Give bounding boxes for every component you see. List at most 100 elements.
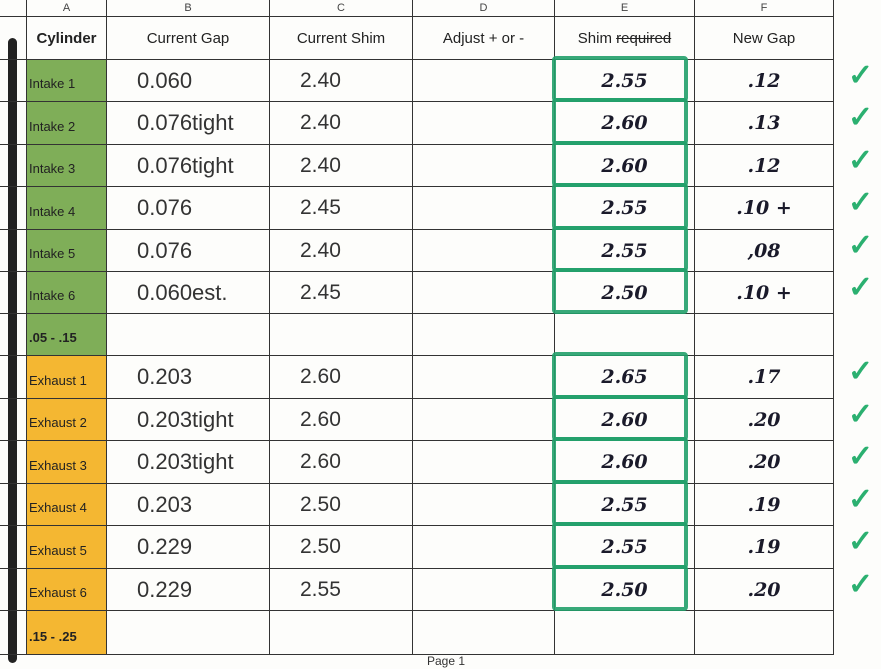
current-gap-cell	[107, 314, 270, 356]
green-highlight-box	[552, 268, 688, 314]
new-gap-cell: .10 +	[695, 272, 834, 314]
adjust-cell	[413, 399, 555, 441]
row-number-cell	[0, 399, 27, 441]
current-gap-cell: 0.076tight	[107, 145, 270, 187]
adjust-cell	[413, 60, 555, 102]
adjust-cell	[413, 314, 555, 356]
current-shim-cell: 2.45	[270, 187, 413, 230]
current-gap-cell: 0.203	[107, 356, 270, 399]
current-shim-cell: 2.50	[270, 484, 413, 526]
column-letter-F: F	[695, 0, 834, 17]
header-shim-struck: required	[616, 29, 672, 47]
check-mark-icon: ✓	[848, 271, 874, 304]
row-number-cell	[0, 145, 27, 187]
new-gap-cell	[695, 314, 834, 356]
new-gap-cell: .17	[695, 356, 834, 399]
adjust-cell	[413, 611, 555, 655]
green-highlight-box	[552, 437, 688, 484]
current-shim-cell: 2.55	[270, 569, 413, 611]
cylinder-cell: Exhaust 6	[27, 569, 107, 611]
current-gap-cell: 0.060est.	[107, 272, 270, 314]
cylinder-cell: Exhaust 3	[27, 441, 107, 484]
adjust-cell	[413, 356, 555, 399]
adjust-cell	[413, 526, 555, 569]
current-shim-cell: 2.60	[270, 399, 413, 441]
new-gap-cell: .12	[695, 145, 834, 187]
current-shim-cell: 2.40	[270, 102, 413, 145]
shim-required-cell	[555, 611, 695, 655]
check-mark-icon: ✓	[848, 229, 874, 262]
green-highlight-box	[552, 56, 688, 102]
check-mark-icon: ✓	[848, 101, 874, 134]
row-number-cell	[0, 230, 27, 272]
header-new_gap: New Gap	[695, 17, 834, 60]
green-highlight-box	[552, 141, 688, 187]
new-gap-cell: .19	[695, 526, 834, 569]
cylinder-cell: Intake 4	[27, 187, 107, 230]
cylinder-cell: Exhaust 4	[27, 484, 107, 526]
cylinder-cell: .15 - .25	[27, 611, 107, 655]
current-gap-cell: 0.076	[107, 230, 270, 272]
cylinder-cell: Exhaust 2	[27, 399, 107, 441]
check-mark-icon: ✓	[848, 355, 874, 388]
adjust-cell	[413, 272, 555, 314]
current-shim-cell: 2.50	[270, 526, 413, 569]
green-highlight-box	[552, 522, 688, 569]
check-mark-icon: ✓	[848, 568, 874, 601]
cylinder-cell: .05 - .15	[27, 314, 107, 356]
column-letter-E: E	[555, 0, 695, 17]
adjust-cell	[413, 484, 555, 526]
check-mark-icon: ✓	[848, 186, 874, 219]
current-shim-cell	[270, 611, 413, 655]
column-letter-C: C	[270, 0, 413, 17]
cylinder-cell: Intake 6	[27, 272, 107, 314]
current-shim-cell: 2.40	[270, 145, 413, 187]
row-number-cell	[0, 60, 27, 102]
new-gap-cell: .19	[695, 484, 834, 526]
new-gap-cell	[695, 611, 834, 655]
check-mark-icon: ✓	[848, 525, 874, 558]
current-shim-cell: 2.40	[270, 230, 413, 272]
column-letter-B: B	[107, 0, 270, 17]
cylinder-cell: Exhaust 5	[27, 526, 107, 569]
green-highlight-box	[552, 565, 688, 611]
current-gap-cell	[107, 611, 270, 655]
check-mark-icon: ✓	[848, 59, 874, 92]
row-number-cell	[0, 441, 27, 484]
header-adjust: Adjust + or -	[413, 17, 555, 60]
adjust-cell	[413, 569, 555, 611]
new-gap-cell: ,08	[695, 230, 834, 272]
adjust-cell	[413, 230, 555, 272]
header-shim-required: Shim required	[555, 17, 695, 60]
current-shim-cell	[270, 314, 413, 356]
current-shim-cell: 2.60	[270, 441, 413, 484]
adjust-cell	[413, 441, 555, 484]
adjust-cell	[413, 102, 555, 145]
row-number-cell	[0, 611, 27, 655]
row-number-cell	[0, 314, 27, 356]
row-number-cell	[0, 102, 27, 145]
adjust-cell	[413, 145, 555, 187]
current-shim-cell: 2.60	[270, 356, 413, 399]
row-number-cell	[0, 356, 27, 399]
current-shim-cell: 2.40	[270, 60, 413, 102]
row-number-cell	[0, 272, 27, 314]
new-gap-cell: .12	[695, 60, 834, 102]
green-highlight-box	[552, 480, 688, 526]
column-letter-A: A	[27, 0, 107, 17]
cylinder-cell: Exhaust 1	[27, 356, 107, 399]
header-current_gap: Current Gap	[107, 17, 270, 60]
current-gap-cell: 0.203tight	[107, 399, 270, 441]
cylinder-cell: Intake 3	[27, 145, 107, 187]
header-cylinder: Cylinder	[27, 17, 107, 60]
page-footer: Page 1	[427, 654, 466, 668]
check-mark-icon: ✓	[848, 483, 874, 516]
current-gap-cell: 0.229	[107, 569, 270, 611]
new-gap-cell: .20	[695, 569, 834, 611]
cylinder-cell: Intake 1	[27, 60, 107, 102]
current-gap-cell: 0.203	[107, 484, 270, 526]
row-number-cell	[0, 0, 27, 17]
current-gap-cell: 0.229	[107, 526, 270, 569]
new-gap-cell: .20	[695, 399, 834, 441]
